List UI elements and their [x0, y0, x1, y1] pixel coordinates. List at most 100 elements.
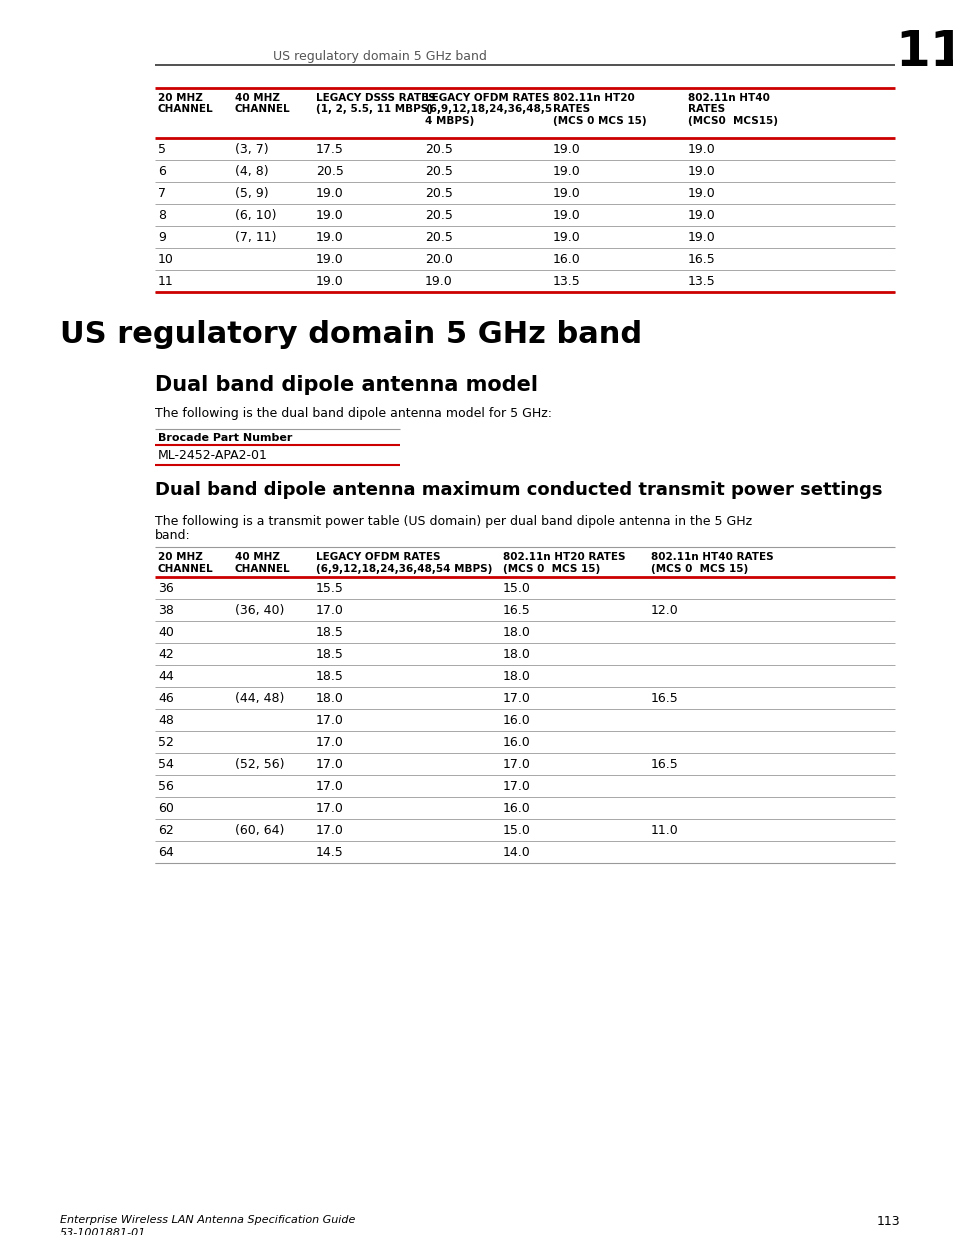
Text: 802.11n HT20: 802.11n HT20	[553, 93, 634, 103]
Text: 18.0: 18.0	[502, 671, 530, 683]
Text: (6,9,12,18,24,36,48,54 MBPS): (6,9,12,18,24,36,48,54 MBPS)	[315, 564, 492, 574]
Text: (6,9,12,18,24,36,48,5: (6,9,12,18,24,36,48,5	[424, 105, 552, 115]
Text: 19.0: 19.0	[315, 209, 343, 222]
Text: 12.0: 12.0	[650, 604, 678, 618]
Text: 16.0: 16.0	[502, 714, 530, 727]
Text: 20 MHZ: 20 MHZ	[158, 93, 203, 103]
Text: 11.0: 11.0	[650, 824, 678, 837]
Text: 16.5: 16.5	[650, 692, 678, 705]
Text: 13.5: 13.5	[553, 275, 580, 288]
Text: 17.0: 17.0	[315, 781, 343, 793]
Text: 17.0: 17.0	[315, 714, 343, 727]
Text: 60: 60	[158, 802, 173, 815]
Text: 10: 10	[158, 253, 173, 266]
Text: 62: 62	[158, 824, 173, 837]
Text: 56: 56	[158, 781, 173, 793]
Text: CHANNEL: CHANNEL	[234, 564, 291, 574]
Text: US regulatory domain 5 GHz band: US regulatory domain 5 GHz band	[60, 320, 641, 350]
Text: band:: band:	[154, 529, 191, 542]
Text: 9: 9	[158, 231, 166, 245]
Text: RATES: RATES	[553, 105, 590, 115]
Text: CHANNEL: CHANNEL	[158, 105, 213, 115]
Text: (1, 2, 5.5, 11 MBPS): (1, 2, 5.5, 11 MBPS)	[315, 105, 433, 115]
Text: 19.0: 19.0	[553, 165, 580, 178]
Text: 6: 6	[158, 165, 166, 178]
Text: RATES: RATES	[687, 105, 724, 115]
Text: 17.0: 17.0	[502, 692, 530, 705]
Text: 14.0: 14.0	[502, 846, 530, 860]
Text: 40 MHZ: 40 MHZ	[234, 93, 280, 103]
Text: 15.0: 15.0	[502, 582, 530, 595]
Text: (3, 7): (3, 7)	[234, 143, 269, 156]
Text: 19.0: 19.0	[687, 165, 715, 178]
Text: 19.0: 19.0	[315, 231, 343, 245]
Text: 53-1001881-01: 53-1001881-01	[60, 1228, 146, 1235]
Text: 16.0: 16.0	[553, 253, 580, 266]
Text: Dual band dipole antenna model: Dual band dipole antenna model	[154, 375, 537, 395]
Text: (MCS 0  MCS 15): (MCS 0 MCS 15)	[502, 564, 599, 574]
Text: (MCS 0  MCS 15): (MCS 0 MCS 15)	[650, 564, 747, 574]
Text: 18.5: 18.5	[315, 648, 343, 661]
Text: 15.5: 15.5	[315, 582, 343, 595]
Text: CHANNEL: CHANNEL	[158, 564, 213, 574]
Text: 52: 52	[158, 736, 173, 748]
Text: 19.0: 19.0	[315, 253, 343, 266]
Text: 802.11n HT20 RATES: 802.11n HT20 RATES	[502, 552, 625, 562]
Text: 17.0: 17.0	[502, 781, 530, 793]
Text: 20.5: 20.5	[424, 209, 453, 222]
Text: 42: 42	[158, 648, 173, 661]
Text: 19.0: 19.0	[315, 275, 343, 288]
Text: (5, 9): (5, 9)	[234, 186, 269, 200]
Text: LEGACY OFDM RATES: LEGACY OFDM RATES	[315, 552, 440, 562]
Text: 16.0: 16.0	[502, 802, 530, 815]
Text: 13.5: 13.5	[687, 275, 715, 288]
Text: 40: 40	[158, 626, 173, 638]
Text: ML-2452-APA2-01: ML-2452-APA2-01	[158, 450, 268, 462]
Text: (MCS0  MCS15): (MCS0 MCS15)	[687, 116, 778, 126]
Text: 16.5: 16.5	[650, 758, 678, 771]
Text: The following is a transmit power table (US domain) per dual band dipole antenna: The following is a transmit power table …	[154, 515, 751, 529]
Text: 17.0: 17.0	[315, 604, 343, 618]
Text: 5: 5	[158, 143, 166, 156]
Text: 17.0: 17.0	[315, 802, 343, 815]
Text: 17.0: 17.0	[502, 758, 530, 771]
Text: 54: 54	[158, 758, 173, 771]
Text: 20.5: 20.5	[424, 231, 453, 245]
Text: 38: 38	[158, 604, 173, 618]
Text: 18.0: 18.0	[315, 692, 343, 705]
Text: 19.0: 19.0	[687, 186, 715, 200]
Text: 19.0: 19.0	[553, 231, 580, 245]
Text: 113: 113	[876, 1215, 899, 1228]
Text: The following is the dual band dipole antenna model for 5 GHz:: The following is the dual band dipole an…	[154, 408, 552, 420]
Text: 7: 7	[158, 186, 166, 200]
Text: 20 MHZ: 20 MHZ	[158, 552, 203, 562]
Text: 4 MBPS): 4 MBPS)	[424, 116, 474, 126]
Text: 17.0: 17.0	[315, 758, 343, 771]
Text: 19.0: 19.0	[424, 275, 453, 288]
Text: 64: 64	[158, 846, 173, 860]
Text: (52, 56): (52, 56)	[234, 758, 284, 771]
Text: 19.0: 19.0	[553, 143, 580, 156]
Text: LEGACY OFDM RATES: LEGACY OFDM RATES	[424, 93, 549, 103]
Text: 18.0: 18.0	[502, 648, 530, 661]
Text: Brocade Part Number: Brocade Part Number	[158, 433, 292, 443]
Text: US regulatory domain 5 GHz band: US regulatory domain 5 GHz band	[273, 49, 486, 63]
Text: 36: 36	[158, 582, 173, 595]
Text: CHANNEL: CHANNEL	[234, 105, 291, 115]
Text: (7, 11): (7, 11)	[234, 231, 276, 245]
Text: Enterprise Wireless LAN Antenna Specification Guide: Enterprise Wireless LAN Antenna Specific…	[60, 1215, 355, 1225]
Text: 8: 8	[158, 209, 166, 222]
Text: 19.0: 19.0	[553, 209, 580, 222]
Text: 46: 46	[158, 692, 173, 705]
Text: (44, 48): (44, 48)	[234, 692, 284, 705]
Text: 20.5: 20.5	[424, 186, 453, 200]
Text: 17.5: 17.5	[315, 143, 343, 156]
Text: 20.5: 20.5	[315, 165, 343, 178]
Text: 18.0: 18.0	[502, 626, 530, 638]
Text: Dual band dipole antenna maximum conducted transmit power settings: Dual band dipole antenna maximum conduct…	[154, 480, 882, 499]
Text: 19.0: 19.0	[687, 209, 715, 222]
Text: 18.5: 18.5	[315, 671, 343, 683]
Text: LEGACY DSSS RATES: LEGACY DSSS RATES	[315, 93, 436, 103]
Text: 19.0: 19.0	[315, 186, 343, 200]
Text: (60, 64): (60, 64)	[234, 824, 284, 837]
